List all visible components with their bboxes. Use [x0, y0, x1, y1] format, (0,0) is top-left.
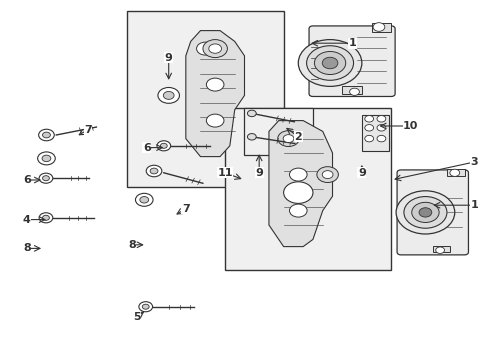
Circle shape — [403, 197, 446, 228]
Text: 3: 3 — [469, 157, 477, 167]
Bar — [244, 108, 312, 155]
Text: 6: 6 — [23, 175, 31, 185]
Circle shape — [322, 57, 337, 69]
Circle shape — [206, 114, 224, 127]
Text: 11: 11 — [217, 168, 232, 178]
Circle shape — [283, 182, 312, 203]
Text: 7: 7 — [182, 204, 189, 214]
Circle shape — [283, 135, 293, 143]
Circle shape — [247, 134, 256, 140]
Circle shape — [203, 40, 227, 58]
Circle shape — [435, 247, 444, 253]
Circle shape — [163, 91, 174, 99]
Circle shape — [298, 40, 361, 86]
Circle shape — [247, 110, 256, 117]
Text: 9: 9 — [164, 53, 172, 63]
Circle shape — [349, 88, 359, 95]
Text: 1: 1 — [469, 200, 477, 210]
Circle shape — [142, 304, 149, 309]
Polygon shape — [185, 31, 244, 157]
Circle shape — [306, 46, 353, 80]
Circle shape — [196, 42, 214, 55]
Circle shape — [411, 202, 438, 222]
Circle shape — [376, 116, 385, 122]
Circle shape — [316, 167, 338, 183]
Circle shape — [364, 116, 373, 122]
Circle shape — [376, 125, 385, 131]
Bar — [342, 86, 361, 94]
Bar — [224, 108, 390, 270]
Circle shape — [160, 143, 167, 148]
Text: 4: 4 — [23, 215, 31, 225]
Text: 7: 7 — [84, 125, 92, 135]
Circle shape — [314, 51, 345, 75]
Circle shape — [42, 176, 49, 181]
Circle shape — [157, 141, 170, 151]
Polygon shape — [268, 121, 332, 247]
Circle shape — [372, 23, 384, 31]
Circle shape — [150, 168, 158, 174]
Bar — [361, 115, 388, 151]
Text: 9: 9 — [255, 168, 263, 178]
Circle shape — [158, 87, 179, 103]
Circle shape — [449, 169, 459, 176]
Text: 1: 1 — [347, 38, 355, 48]
Circle shape — [39, 173, 53, 183]
Circle shape — [289, 204, 306, 217]
Circle shape — [39, 213, 53, 223]
Text: 8: 8 — [128, 240, 136, 250]
Text: 6: 6 — [142, 143, 150, 153]
Circle shape — [42, 215, 49, 220]
Text: 5: 5 — [133, 312, 141, 322]
FancyBboxPatch shape — [396, 170, 468, 255]
Bar — [432, 246, 449, 252]
Circle shape — [135, 193, 153, 206]
Circle shape — [39, 129, 54, 141]
Circle shape — [395, 191, 454, 234]
Circle shape — [42, 132, 50, 138]
Circle shape — [376, 135, 385, 142]
Circle shape — [277, 131, 299, 147]
Circle shape — [38, 152, 55, 165]
Circle shape — [322, 171, 332, 179]
Bar — [447, 169, 464, 176]
Text: 8: 8 — [23, 243, 31, 253]
Circle shape — [289, 168, 306, 181]
FancyBboxPatch shape — [308, 26, 394, 96]
Circle shape — [208, 44, 221, 53]
Bar — [371, 23, 390, 32]
Bar — [127, 11, 283, 187]
Circle shape — [139, 302, 152, 312]
Text: 2: 2 — [294, 132, 302, 142]
Text: 9: 9 — [357, 168, 365, 178]
Circle shape — [418, 208, 431, 217]
Circle shape — [206, 78, 224, 91]
Circle shape — [364, 125, 373, 131]
Circle shape — [364, 135, 373, 142]
Circle shape — [42, 155, 51, 162]
Circle shape — [140, 197, 148, 203]
Text: 10: 10 — [402, 121, 418, 131]
Circle shape — [146, 165, 162, 177]
